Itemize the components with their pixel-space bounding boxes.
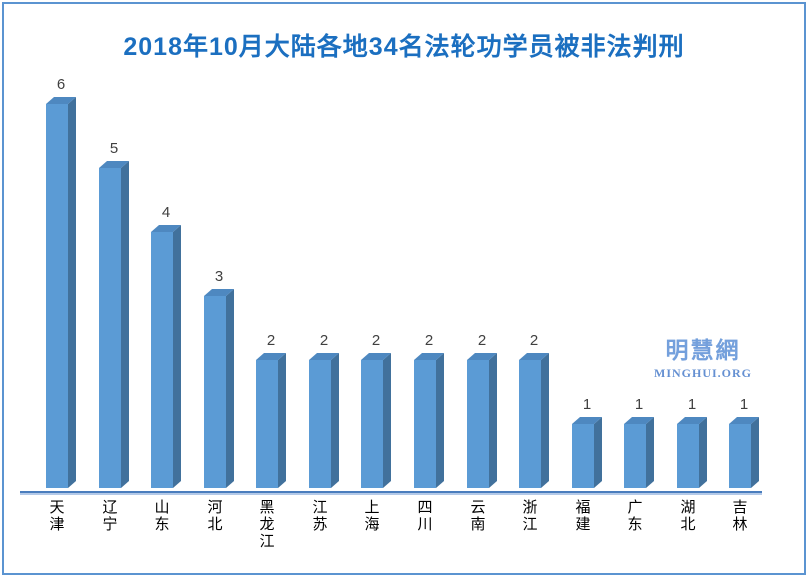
bar-front-face <box>729 424 751 488</box>
bar-side-face <box>541 353 549 488</box>
bar-side-face <box>751 417 759 488</box>
bar-江苏 <box>309 353 339 488</box>
bar-top-face <box>729 417 759 424</box>
bar-河北 <box>204 289 234 488</box>
bar-value-label: 2 <box>319 332 329 349</box>
bar-value-label: 5 <box>109 140 119 157</box>
bar-云南 <box>467 353 497 488</box>
category-label: 上海 <box>364 499 380 533</box>
bar-front-face <box>151 232 173 488</box>
bar-front-face <box>309 360 331 488</box>
bar-front-face <box>99 168 121 488</box>
bar-side-face <box>68 97 76 488</box>
bar-value-label: 1 <box>739 396 749 413</box>
bar-front-face <box>519 360 541 488</box>
bar-上海 <box>361 353 391 488</box>
bar-山东 <box>151 225 181 488</box>
category-label: 山东 <box>154 499 170 533</box>
bar-value-label: 1 <box>634 396 644 413</box>
bar-front-face <box>677 424 699 488</box>
bar-广东 <box>624 417 654 488</box>
bar-top-face <box>519 353 549 360</box>
chart-title: 2018年10月大陆各地34名法轮功学员被非法判刑 <box>123 33 685 61</box>
bar-湖北 <box>677 417 707 488</box>
bar-top-face <box>204 289 234 296</box>
bar-front-face <box>414 360 436 488</box>
category-label: 四川 <box>417 499 433 533</box>
bar-front-face <box>624 424 646 488</box>
category-label: 天津 <box>49 499 65 533</box>
bar-side-face <box>383 353 391 488</box>
bar-top-face <box>361 353 391 360</box>
bar-side-face <box>173 225 181 488</box>
category-label: 福建 <box>575 499 591 533</box>
bar-四川 <box>414 353 444 488</box>
bar-side-face <box>278 353 286 488</box>
bar-吉林 <box>729 417 759 488</box>
bar-value-label: 2 <box>371 332 381 349</box>
bar-top-face <box>677 417 707 424</box>
bar-福建 <box>572 417 602 488</box>
bar-浙江 <box>519 353 549 488</box>
category-label: 广东 <box>627 499 643 533</box>
category-label: 河北 <box>207 499 223 533</box>
bar-side-face <box>489 353 497 488</box>
category-label: 浙江 <box>522 499 538 533</box>
bar-value-label: 2 <box>477 332 487 349</box>
bar-辽宁 <box>99 161 129 488</box>
category-label: 黑龙江 <box>259 499 275 550</box>
bar-top-face <box>151 225 181 232</box>
bar-value-label: 1 <box>582 396 592 413</box>
bar-黑龙江 <box>256 353 286 488</box>
bar-天津 <box>46 97 76 488</box>
bar-value-label: 2 <box>424 332 434 349</box>
bar-top-face <box>467 353 497 360</box>
bar-value-label: 2 <box>529 332 539 349</box>
category-label: 吉林 <box>732 499 748 533</box>
bar-top-face <box>46 97 76 104</box>
bar-value-label: 4 <box>161 204 171 221</box>
bar-side-face <box>646 417 654 488</box>
bar-front-face <box>467 360 489 488</box>
bar-value-label: 3 <box>214 268 224 285</box>
watermark-minghui-logo: 明慧網 <box>665 337 741 363</box>
bar-top-face <box>309 353 339 360</box>
bar-front-face <box>204 296 226 488</box>
bar-value-label: 1 <box>687 396 697 413</box>
bar-side-face <box>226 289 234 488</box>
bar-side-face <box>121 161 129 488</box>
bar-top-face <box>572 417 602 424</box>
bar-top-face <box>414 353 444 360</box>
bar-side-face <box>594 417 602 488</box>
watermark: 明慧網 MINGHUI.ORG <box>648 337 758 380</box>
category-label: 辽宁 <box>102 499 118 533</box>
category-label: 云南 <box>470 499 486 533</box>
bar-side-face <box>699 417 707 488</box>
watermark-minghui-org: MINGHUI.ORG <box>654 366 752 380</box>
bar-front-face <box>572 424 594 488</box>
bar-value-label: 6 <box>56 76 66 93</box>
bar-value-label: 2 <box>266 332 276 349</box>
bar-top-face <box>624 417 654 424</box>
bar-side-face <box>331 353 339 488</box>
bar-front-face <box>256 360 278 488</box>
bar-top-face <box>99 161 129 168</box>
bar-front-face <box>46 104 68 488</box>
bar-front-face <box>361 360 383 488</box>
bar-top-face <box>256 353 286 360</box>
category-label: 湖北 <box>680 499 696 533</box>
bar-side-face <box>436 353 444 488</box>
x-axis-line <box>20 491 762 493</box>
category-label: 江苏 <box>312 499 328 533</box>
